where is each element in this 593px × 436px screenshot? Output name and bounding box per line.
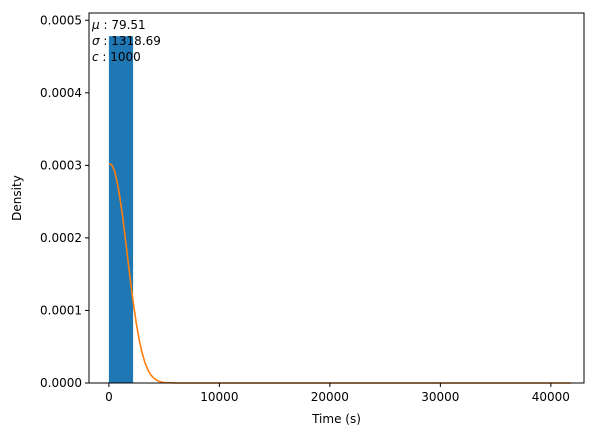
x-tick-label: 0 (105, 390, 113, 404)
density-curve (108, 163, 571, 384)
y-axis-label: Density (10, 175, 24, 221)
stats-annotations: μ : 79.51 σ : 1318.69 c : 1000 (91, 18, 161, 64)
stat-sigma: σ : 1318.69 (92, 34, 161, 48)
y-tick-label: 0.0001 (40, 303, 82, 317)
x-axis-label: Time (s) (311, 412, 361, 426)
x-tick-label: 30000 (421, 390, 459, 404)
y-axis-ticks: 0.0000 0.0001 0.0002 0.0003 0.0004 0.0005 (40, 13, 89, 390)
y-tick-label: 0.0005 (40, 13, 82, 27)
x-tick-label: 20000 (311, 390, 349, 404)
y-tick-label: 0.0000 (40, 376, 82, 390)
stat-c: c : 1000 (92, 50, 141, 64)
axes-frame (88, 12, 585, 384)
stat-mu: μ : 79.51 (91, 18, 146, 32)
x-axis-ticks: 0 10000 20000 30000 40000 (105, 383, 570, 404)
x-tick-label: 10000 (200, 390, 238, 404)
y-tick-label: 0.0004 (40, 86, 82, 100)
x-tick-label: 40000 (532, 390, 570, 404)
y-tick-label: 0.0003 (40, 158, 82, 172)
y-tick-label: 0.0002 (40, 231, 82, 245)
